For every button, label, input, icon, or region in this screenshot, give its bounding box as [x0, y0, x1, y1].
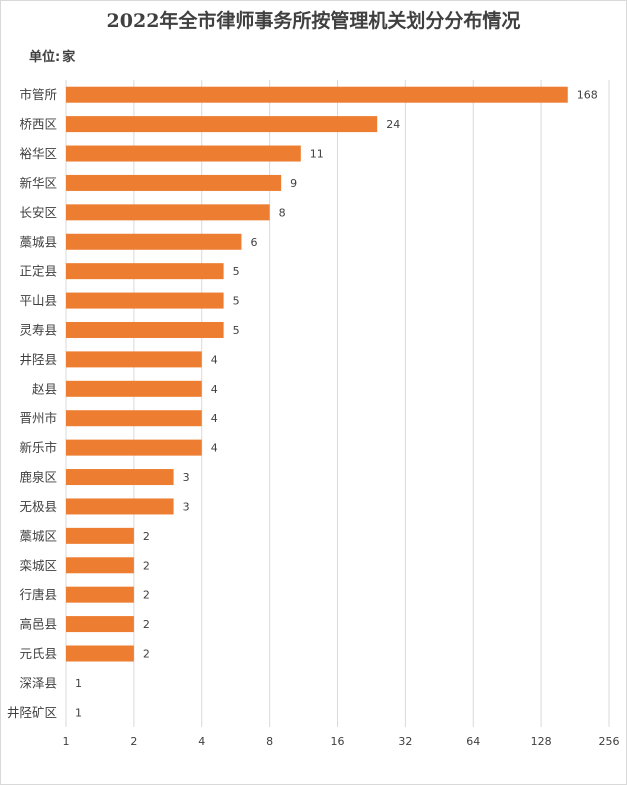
bar-17	[66, 586, 134, 603]
category-label-15: 藁城区	[19, 528, 57, 543]
bar-0	[66, 86, 568, 103]
bar-10	[66, 380, 202, 397]
value-label-20: 1	[75, 677, 82, 690]
x-tick-label-6: 64	[466, 735, 480, 748]
category-label-9: 井陉县	[19, 352, 57, 367]
category-label-16: 栾城区	[19, 558, 57, 573]
category-label-7: 平山县	[19, 293, 57, 308]
value-label-18: 2	[143, 618, 150, 631]
category-label-4: 长安区	[19, 205, 57, 220]
category-label-2: 裕华区	[19, 146, 57, 161]
value-label-19: 2	[143, 647, 150, 660]
value-label-6: 5	[233, 265, 240, 278]
bar-14	[66, 498, 174, 515]
category-label-11: 晋州市	[19, 411, 57, 426]
category-label-17: 行唐县	[19, 587, 57, 602]
bar-9	[66, 351, 202, 368]
category-label-3: 新华区	[19, 175, 57, 190]
category-label-8: 灵寿县	[19, 322, 57, 337]
category-label-5: 藁城县	[19, 234, 57, 249]
value-label-3: 9	[290, 177, 297, 190]
value-label-11: 4	[211, 412, 218, 425]
bar-13	[66, 469, 174, 486]
bar-5	[66, 233, 242, 250]
category-label-20: 深泽县	[19, 675, 57, 690]
value-label-4: 8	[279, 206, 286, 219]
x-tick-label-8: 256	[599, 735, 620, 748]
category-label-19: 元氏县	[19, 646, 57, 661]
value-label-14: 3	[183, 500, 190, 513]
value-label-13: 3	[183, 471, 190, 484]
category-label-18: 高邑县	[19, 617, 57, 632]
x-tick-label-0: 1	[63, 735, 70, 748]
bar-16	[66, 557, 134, 574]
bar-19	[66, 645, 134, 662]
value-label-0: 168	[577, 89, 598, 102]
bar-4	[66, 204, 270, 221]
value-label-10: 4	[211, 383, 218, 396]
category-label-13: 鹿泉区	[19, 470, 57, 485]
value-label-12: 4	[211, 442, 218, 455]
bar-7	[66, 292, 224, 309]
category-label-12: 新乐市	[19, 440, 57, 455]
x-tick-label-4: 16	[331, 735, 345, 748]
category-label-14: 无极县	[19, 499, 57, 514]
value-label-2: 11	[310, 148, 324, 161]
value-label-5: 6	[250, 236, 257, 249]
bar-8	[66, 321, 224, 338]
bar-18	[66, 616, 134, 633]
value-label-17: 2	[143, 589, 150, 602]
bar-12	[66, 439, 202, 456]
x-tick-label-1: 2	[130, 735, 137, 748]
category-label-1: 桥西区	[19, 117, 57, 132]
bar-1	[66, 116, 378, 133]
category-label-0: 市管所	[19, 87, 57, 102]
category-label-6: 正定县	[19, 264, 57, 279]
x-tick-label-2: 4	[198, 735, 205, 748]
value-label-15: 2	[143, 530, 150, 543]
unit-value: 家	[62, 50, 76, 65]
value-label-7: 5	[233, 295, 240, 308]
value-label-21: 1	[75, 706, 82, 719]
category-label-10: 赵县	[32, 381, 57, 396]
value-label-9: 4	[211, 353, 218, 366]
chart-title: 2022年全市律师事务所按管理机关划分分布情况	[106, 10, 521, 32]
bar-6	[66, 263, 224, 280]
value-label-1: 24	[386, 118, 400, 131]
value-label-16: 2	[143, 559, 150, 572]
category-label-21: 井陉矿区	[7, 705, 57, 720]
unit-label-group: 单位: 家	[29, 46, 75, 65]
value-label-8: 5	[233, 324, 240, 337]
bar-11	[66, 410, 202, 427]
unit-label: 单位:	[29, 50, 61, 65]
bar-2	[66, 145, 301, 162]
x-tick-label-7: 128	[531, 735, 552, 748]
x-tick-label-5: 32	[398, 735, 412, 748]
bar-3	[66, 174, 282, 191]
x-tick-label-3: 8	[266, 735, 273, 748]
bar-15	[66, 527, 134, 544]
